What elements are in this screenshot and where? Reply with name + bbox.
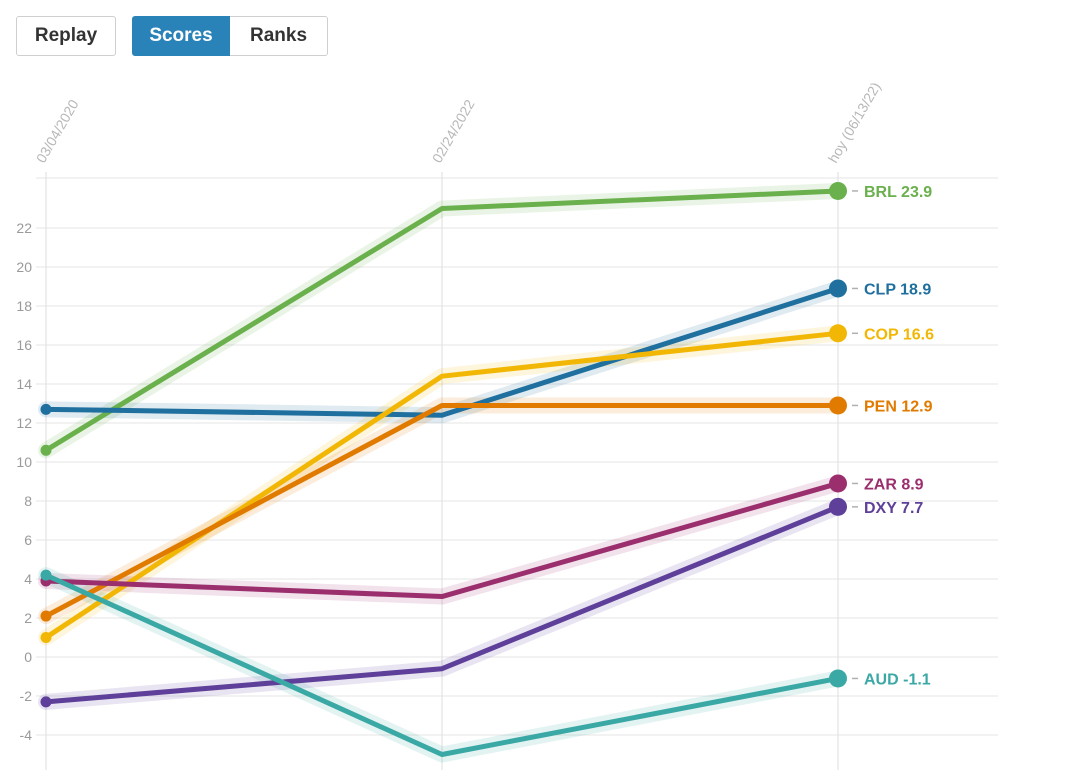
scores-button[interactable]: Scores bbox=[132, 16, 230, 56]
controls-bar: Replay Scores Ranks bbox=[16, 16, 328, 56]
y-tick-label: 12 bbox=[16, 415, 32, 431]
series-end-point-pen[interactable] bbox=[829, 396, 847, 415]
series-brl: BRL 23.9 bbox=[40, 181, 932, 456]
y-axis: -4 -2 0 2 4 6 8 10 12 14 16 18 20 22 bbox=[16, 220, 32, 743]
x-tick-label: 03/04/2020 bbox=[33, 97, 82, 166]
series-layer: BRL 23.9 CLP 18.9 COP 16.6 PEN 12.9 ZAR 8.9 D… bbox=[38, 181, 934, 763]
series-start-point-dxy bbox=[40, 696, 52, 708]
series-label-brl: BRL 23.9 bbox=[864, 184, 932, 201]
series-label-zar: ZAR 8.9 bbox=[864, 476, 924, 493]
y-tick-label: 6 bbox=[24, 532, 32, 548]
y-tick-label: 10 bbox=[16, 454, 32, 470]
x-tick-label: hoy (06/13/22) bbox=[825, 79, 884, 165]
y-tick-label: -2 bbox=[20, 688, 33, 704]
grid-lines bbox=[36, 177, 998, 736]
series-label-dxy: DXY 7.7 bbox=[864, 500, 923, 517]
x-grid-lines bbox=[45, 172, 839, 770]
x-tick-label: 02/24/2022 bbox=[429, 97, 478, 166]
series-end-point-aud[interactable] bbox=[829, 669, 847, 688]
series-aud: AUD -1.1 bbox=[40, 569, 931, 757]
view-toggle: Scores Ranks bbox=[132, 16, 328, 56]
series-cop: COP 16.6 bbox=[40, 324, 934, 643]
series-dxy: DXY 7.7 bbox=[40, 497, 923, 708]
series-start-point-cop bbox=[40, 632, 52, 643]
x-axis: 03/04/2020 02/24/2022 hoy (06/13/22) bbox=[33, 79, 884, 165]
y-tick-label: 4 bbox=[24, 571, 32, 587]
y-tick-label: 0 bbox=[24, 649, 32, 665]
series-line-aud bbox=[43, 572, 841, 757]
y-tick-label: 18 bbox=[16, 298, 32, 314]
series-label-aud: AUD -1.1 bbox=[864, 671, 931, 688]
y-tick-label: -4 bbox=[20, 727, 33, 743]
y-tick-label: 20 bbox=[16, 259, 32, 275]
replay-button[interactable]: Replay bbox=[16, 16, 116, 56]
y-tick-label: 16 bbox=[16, 337, 32, 353]
series-start-point-brl bbox=[40, 444, 52, 456]
series-pen: PEN 12.9 bbox=[40, 396, 933, 622]
series-end-point-zar[interactable] bbox=[829, 474, 847, 493]
series-line-clp bbox=[43, 285, 841, 418]
ranks-button[interactable]: Ranks bbox=[230, 16, 328, 56]
series-line-dxy bbox=[43, 504, 841, 705]
series-line-pen bbox=[43, 402, 841, 619]
series-line-zar bbox=[43, 480, 841, 600]
series-start-point-aud bbox=[40, 569, 52, 581]
y-tick-label: 8 bbox=[24, 493, 32, 509]
series-end-point-clp[interactable] bbox=[829, 279, 847, 298]
series-label-pen: PEN 12.9 bbox=[864, 398, 933, 415]
series-start-point-clp bbox=[40, 403, 52, 415]
y-tick-label: 22 bbox=[16, 220, 32, 236]
series-label-clp: CLP 18.9 bbox=[864, 281, 931, 298]
series-end-point-brl[interactable] bbox=[829, 181, 847, 200]
series-line-cop bbox=[43, 330, 841, 640]
y-tick-label: 2 bbox=[24, 610, 32, 626]
series-label-cop: COP 16.6 bbox=[864, 326, 934, 343]
series-clp: CLP 18.9 bbox=[40, 279, 931, 418]
series-line-brl bbox=[43, 188, 841, 453]
series-end-point-cop[interactable] bbox=[829, 324, 847, 343]
series-end-point-dxy[interactable] bbox=[829, 497, 847, 516]
y-tick-label: 14 bbox=[16, 376, 32, 392]
series-start-point-pen bbox=[40, 610, 52, 622]
